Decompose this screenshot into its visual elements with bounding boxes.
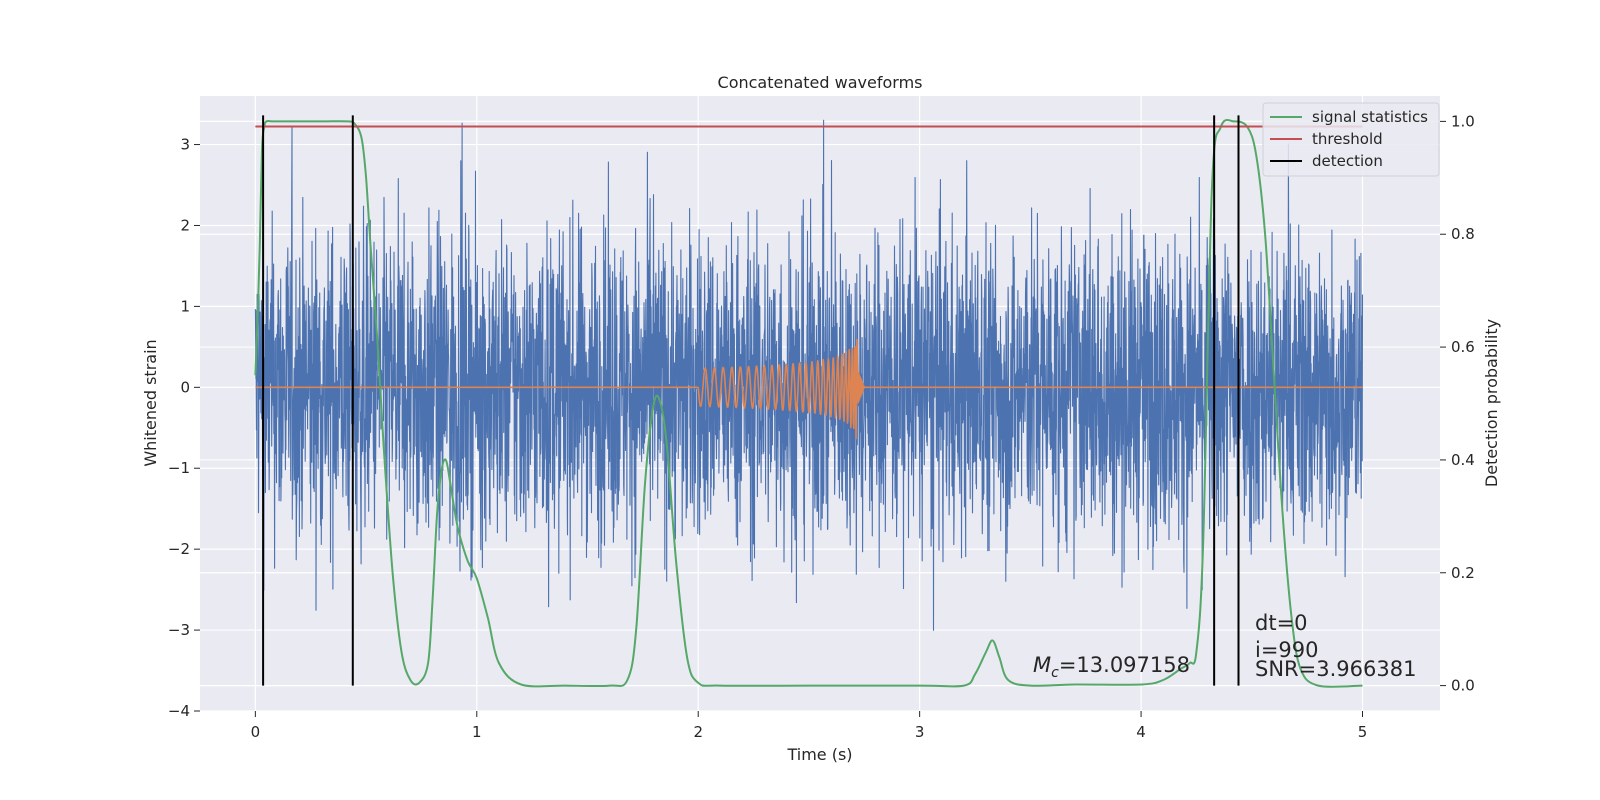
y2-tick-label: 0.6 [1451,338,1475,356]
chart-title: Concatenated waveforms [718,73,923,92]
legend-label-detection: detection [1312,152,1383,170]
annotations: Mc=13.097158 dt=0 i=990 SNR=3.966381 [1033,611,1416,681]
signal-statistics-line [254,118,1363,688]
x-tick-label: 4 [1136,723,1146,741]
injected-waveform-line [255,338,1363,440]
y-tick-label: 0 [180,378,190,396]
strain-series [254,119,1364,631]
x-tick-label: 1 [472,723,482,741]
legend-label-threshold: threshold [1312,130,1383,148]
snr-annotation: SNR=3.966381 [1255,657,1416,681]
y-tick-label: −3 [168,621,190,639]
detection-lines [262,115,1240,686]
x-tick-label: 0 [251,723,261,741]
y-axis-label: Whitened strain [141,339,160,466]
y-tick-label: −1 [168,459,190,477]
y2-tick-label: 0.8 [1451,225,1475,243]
chirp-mass-annotation: Mc=13.097158 [1033,653,1190,681]
y-tick-label: 1 [180,297,190,315]
legend: signal statistics threshold detection [1262,102,1440,177]
chirp-mass-value: =13.097158 [1059,653,1190,677]
y2-tick-label: 0.4 [1451,451,1475,469]
x-tick-label: 2 [693,723,703,741]
x-axis-label: Time (s) [786,745,852,764]
y2-axis-label: Detection probability [1482,319,1501,487]
y-tick-label: 2 [180,216,190,234]
y2-tick-label: 1.0 [1451,112,1475,130]
chirp-mass-subscript: c [1051,665,1059,681]
y2-tick-label: 0.0 [1451,677,1475,695]
x-tick-label: 5 [1358,723,1368,741]
y-tick-label: 3 [180,136,190,154]
signal-statistics-series [254,118,1363,688]
legend-frame [1262,102,1440,177]
waveform-series [255,338,1363,440]
y-tick-label: −4 [168,702,190,720]
strain-noise-line [254,119,1364,631]
y2-tick-label: 0.2 [1451,564,1475,582]
x-tick-label: 3 [915,723,925,741]
legend-label-signal-statistics: signal statistics [1312,108,1428,126]
y-tick-label: −2 [168,540,190,558]
chirp-mass-symbol: M [1033,653,1051,677]
axis-ticks: 0 1 2 3 4 5 −4 −3 −2 −1 0 1 2 3 0.0 0.2 0.4 0.6 0.8 1.0 [168,112,1475,741]
index-annotation: i=990 [1255,638,1319,662]
dt-annotation: dt=0 [1255,611,1308,635]
